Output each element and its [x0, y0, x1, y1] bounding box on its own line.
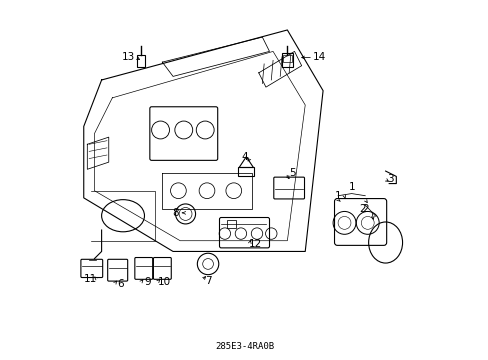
Text: 5: 5: [288, 168, 295, 178]
Text: 10: 10: [157, 277, 170, 287]
Text: 7: 7: [204, 276, 211, 286]
Text: 13: 13: [122, 52, 135, 62]
Text: 11: 11: [84, 274, 97, 284]
Text: 6: 6: [117, 279, 123, 289]
Text: 12: 12: [249, 239, 262, 249]
Bar: [283, 55, 291, 62]
Text: 2: 2: [361, 204, 368, 214]
Text: 1: 1: [347, 182, 354, 192]
Text: 2: 2: [359, 204, 365, 214]
Text: 9: 9: [144, 277, 150, 287]
Text: 8: 8: [172, 208, 179, 218]
Bar: [226, 220, 235, 228]
Text: 1: 1: [334, 191, 341, 201]
Bar: [136, 55, 145, 67]
Text: 3: 3: [387, 174, 393, 184]
Text: 285E3-4RA0B: 285E3-4RA0B: [215, 342, 273, 351]
Text: 14: 14: [312, 53, 325, 63]
Bar: [282, 53, 292, 67]
Bar: [238, 167, 254, 176]
Text: 4: 4: [241, 152, 247, 162]
